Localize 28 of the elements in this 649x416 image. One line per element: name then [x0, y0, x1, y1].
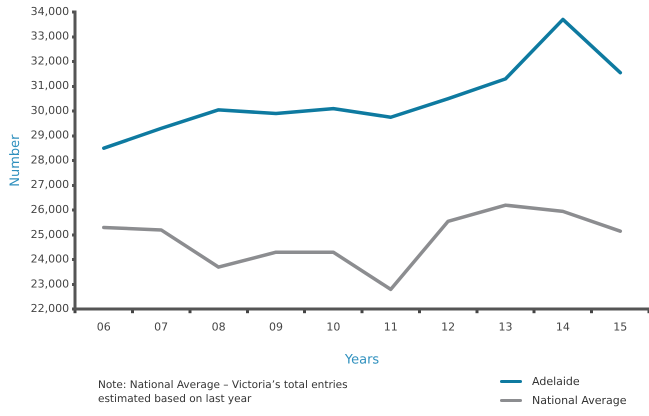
x-tick-label: 10	[326, 320, 340, 334]
x-tick-label: 09	[268, 320, 283, 334]
x-tick-label: 07	[154, 320, 168, 334]
x-tick-label: 11	[384, 320, 398, 334]
y-tick-label: 24,000	[30, 252, 70, 266]
y-tick-label: 26,000	[30, 202, 70, 216]
y-tick-label: 29,000	[30, 128, 70, 142]
legend-label: National Average	[532, 394, 627, 407]
y-tick-label: 34,000	[30, 4, 70, 18]
y-tick-label: 22,000	[30, 302, 70, 316]
x-axis-title: Years	[344, 352, 380, 368]
x-tick-label: 12	[441, 320, 456, 334]
y-tick-label: 33,000	[30, 30, 70, 43]
y-tick-label: 31,000	[30, 79, 70, 92]
y-tick-label: 30,000	[30, 104, 70, 117]
x-tick-label: 08	[212, 320, 226, 334]
legend-label: Adelaide	[532, 375, 580, 388]
y-tick-label: 27,000	[30, 178, 70, 192]
x-tick-label: 14	[556, 320, 570, 334]
y-axis-title: Number	[8, 134, 24, 187]
y-tick-label: 28,000	[30, 153, 70, 166]
y-tick-label: 32,000	[30, 54, 70, 68]
x-tick-label: 13	[498, 320, 513, 334]
y-tick-label: 23,000	[30, 277, 70, 290]
x-tick-label: 15	[613, 320, 628, 334]
text: Note: National Average – Victoria’s total entries estimated based on last year	[98, 378, 349, 406]
y-tick-label: 25,000	[30, 228, 70, 241]
x-tick-label: 06	[96, 320, 111, 334]
